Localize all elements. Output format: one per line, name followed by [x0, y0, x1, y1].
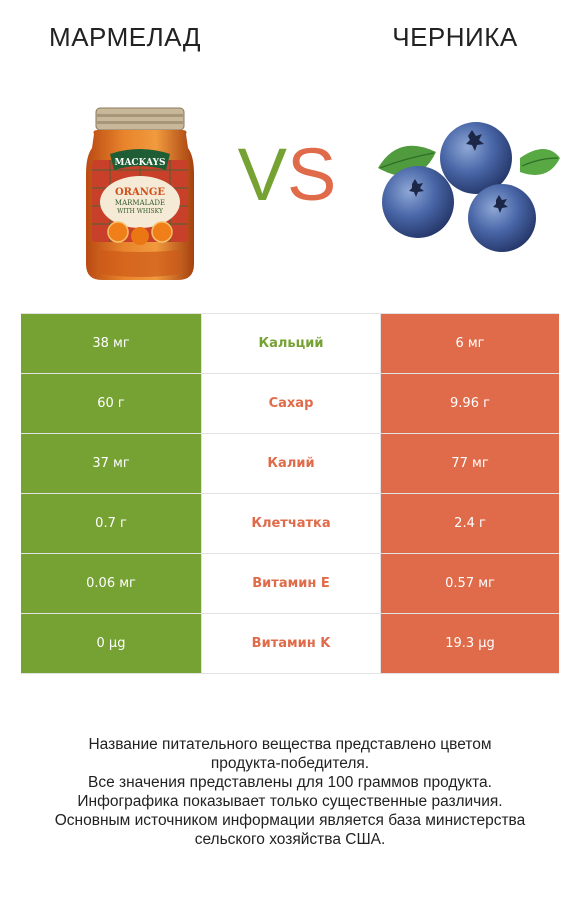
nutrient-label-cell: Кальций: [201, 314, 381, 373]
marmalade-jar-image: MACKAYS ORANGE MARMALADE WITH WHISKY: [86, 107, 194, 280]
footer-line-2: продукта-победителя.: [210, 755, 370, 772]
nutrient-label-cell: Сахар: [201, 374, 381, 433]
vs-letter-s: S: [287, 133, 337, 216]
blueberries-image: [378, 122, 560, 252]
nutrient-label-cell: Калий: [201, 434, 381, 493]
table-row: 37 мг Калий 77 мг: [21, 434, 559, 494]
left-value-cell: 0 µg: [21, 614, 201, 673]
right-value-cell: 2.4 г: [381, 494, 559, 553]
table-row: 0 µg Витамин K 19.3 µg: [21, 614, 559, 674]
table-row: 60 г Сахар 9.96 г: [21, 374, 559, 434]
comparison-table: 38 мг Кальций 6 мг 60 г Сахар 9.96 г 37 мг Кали…: [21, 313, 559, 674]
footer-line-1: Название питательного вещества представл…: [88, 736, 492, 753]
right-value-cell: 19.3 µg: [381, 614, 559, 673]
left-value-cell: 60 г: [21, 374, 201, 433]
vs-label: VS: [222, 138, 352, 212]
vs-letter-v: V: [237, 133, 287, 216]
footer-line-6: сельского хозяйства США.: [194, 831, 386, 848]
footer-notes: Название питательного вещества представл…: [0, 735, 580, 849]
left-value-cell: 0.06 мг: [21, 554, 201, 613]
footer-line-4: Инфографика показывает только существенн…: [77, 793, 503, 810]
right-value-cell: 9.96 г: [381, 374, 559, 433]
jar-brand-label: MACKAYS: [114, 158, 165, 168]
right-value-cell: 77 мг: [381, 434, 559, 493]
left-product-title: МАРМЕЛАД: [49, 22, 201, 52]
table-row: 38 мг Кальций 6 мг: [21, 314, 559, 374]
nutrient-label-cell: Клетчатка: [201, 494, 381, 553]
left-value-cell: 38 мг: [21, 314, 201, 373]
left-value-cell: 0.7 г: [21, 494, 201, 553]
nutrient-label-cell: Витамин K: [201, 614, 381, 673]
right-product-title: ЧЕРНИКА: [392, 22, 518, 52]
nutrient-label-cell: Витамин E: [201, 554, 381, 613]
right-value-cell: 6 мг: [381, 314, 559, 373]
jar-label-line3: WITH WHISKY: [117, 208, 164, 215]
left-value-cell: 37 мг: [21, 434, 201, 493]
footer-line-3: Все значения представлены для 100 граммо…: [88, 774, 492, 791]
table-row: 0.7 г Клетчатка 2.4 г: [21, 494, 559, 554]
table-row: 0.06 мг Витамин E 0.57 мг: [21, 554, 559, 614]
right-value-cell: 0.57 мг: [381, 554, 559, 613]
jar-label-line1: ORANGE: [115, 187, 165, 198]
footer-line-5: Основным источником информации является …: [54, 812, 526, 829]
jar-label-line2: MARMALADE: [115, 199, 165, 207]
